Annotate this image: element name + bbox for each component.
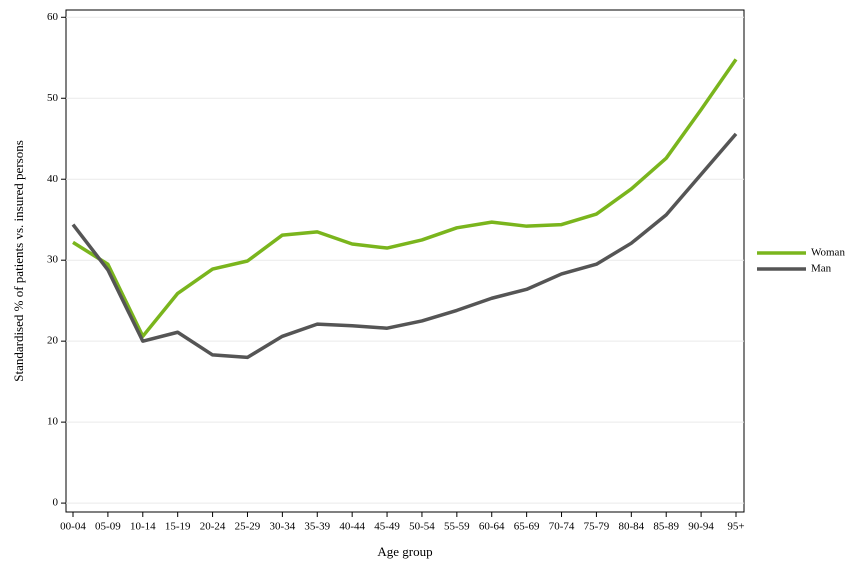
x-tick-label: 70-74: [549, 521, 575, 533]
x-axis-title: Age group: [377, 544, 432, 559]
y-tick-label: 40: [47, 173, 59, 185]
y-axis-title: Standardised % of patients vs. insured p…: [11, 140, 26, 382]
y-tick-label: 0: [53, 497, 59, 509]
x-tick-label: 25-29: [235, 521, 261, 533]
y-tick-label: 30: [47, 254, 59, 266]
legend-label: Man: [811, 263, 832, 275]
x-tick-label: 40-44: [339, 521, 365, 533]
y-tick-label: 50: [47, 92, 59, 104]
x-tick-label: 95+: [727, 521, 744, 533]
x-tick-label: 00-04: [60, 521, 86, 533]
x-tick-label: 55-59: [444, 521, 470, 533]
line-series: [71, 132, 738, 360]
x-tick-label: 15-19: [165, 521, 191, 533]
y-tick-label: 10: [47, 416, 59, 428]
x-tick-label: 45-49: [374, 521, 400, 533]
x-tick-label: 05-09: [95, 521, 121, 533]
x-tick-label: 75-79: [584, 521, 610, 533]
x-tick-label: 80-84: [618, 521, 644, 533]
x-tick-label: 35-39: [304, 521, 330, 533]
x-tick-label: 90-94: [688, 521, 714, 533]
x-tick-label: 50-54: [409, 521, 435, 533]
legend-label: Woman: [811, 247, 845, 259]
x-tick-label: 85-89: [653, 521, 679, 533]
line-series: [72, 58, 738, 339]
x-tick-label: 10-14: [130, 521, 156, 533]
x-tick-label: 65-69: [514, 521, 540, 533]
y-tick-label: 60: [47, 11, 59, 23]
y-tick-label: 20: [47, 335, 59, 347]
x-tick-label: 30-34: [270, 521, 296, 533]
x-tick-label: 20-24: [200, 521, 226, 533]
plot-frame: [65, 9, 745, 513]
x-tick-label: 60-64: [479, 521, 505, 533]
